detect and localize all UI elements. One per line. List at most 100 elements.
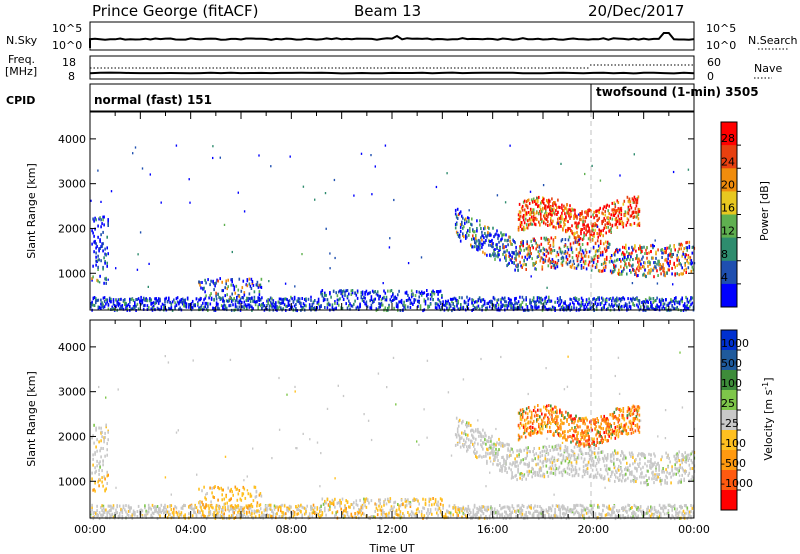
- heatmap-cell: [258, 504, 261, 507]
- heatmap-cell: [672, 253, 674, 256]
- heatmap-cell: [579, 260, 582, 263]
- heatmap-cell: [251, 281, 254, 285]
- heatmap-cell: [592, 245, 595, 249]
- heatmap-cell: [540, 217, 542, 221]
- heatmap-cell: [213, 288, 215, 292]
- heatmap-cell: [209, 294, 211, 298]
- heatmap-cell: [117, 301, 120, 305]
- heatmap-cell: [651, 512, 653, 516]
- heatmap-cell: [266, 299, 268, 303]
- heatmap-cell: [399, 513, 402, 517]
- heatmap-cell: [522, 474, 524, 478]
- heatmap-cell: [559, 223, 561, 227]
- heatmap-cell: [605, 297, 608, 301]
- heatmap-cell: [375, 292, 378, 296]
- heatmap-cell: [249, 297, 252, 301]
- heatmap-cell: [542, 261, 545, 264]
- heatmap-cell: [121, 306, 124, 310]
- heatmap-cell: [320, 292, 322, 296]
- heatmap-cell: [523, 199, 526, 203]
- heatmap-cell: [118, 515, 121, 518]
- heatmap-cell: [535, 247, 537, 251]
- heatmap-cell: [613, 263, 615, 267]
- heatmap-cell: [575, 214, 577, 218]
- heatmap-cell: [104, 261, 106, 265]
- heatmap-cell: [514, 464, 516, 468]
- heatmap-cell: [334, 301, 336, 305]
- heatmap-cell: [624, 246, 626, 250]
- heatmap-cell: [238, 512, 241, 516]
- heatmap-cell: [300, 509, 302, 513]
- heatmap-cell: [516, 478, 518, 482]
- heatmap-cell: [178, 302, 180, 306]
- heatmap-cell: [112, 300, 115, 303]
- heatmap-cell: [256, 300, 258, 304]
- heatmap-cell: [485, 508, 487, 512]
- heatmap-cell: [506, 505, 509, 509]
- heatmap-cell: [509, 449, 511, 453]
- heatmap-cell: [579, 212, 581, 216]
- heatmap-cell: [623, 199, 626, 203]
- heatmap-cell: [594, 513, 597, 517]
- heatmap-cell: [554, 300, 556, 304]
- heatmap-cell: [683, 514, 686, 518]
- heatmap-cell: [245, 299, 248, 302]
- heatmap-cell: [344, 514, 346, 518]
- heatmap-cell: [619, 248, 621, 252]
- heatmap-cell: [442, 515, 444, 519]
- heatmap-cell: [575, 254, 578, 258]
- heatmap-cell: [462, 511, 465, 515]
- heatmap-cell: [600, 307, 603, 311]
- heatmap-cell: [202, 510, 204, 514]
- heatmap-cell: [257, 306, 259, 310]
- heatmap-cell: [216, 278, 218, 282]
- heatmap-cell: [305, 299, 307, 303]
- heatmap-cell: [604, 302, 607, 306]
- heatmap-cell: [634, 207, 637, 211]
- heatmap-cell: [461, 509, 463, 513]
- heatmap-cell: [263, 513, 266, 517]
- heatmap-cell: [353, 501, 355, 505]
- heatmap-cell: [593, 303, 595, 307]
- nsky-label: N.Sky: [6, 34, 38, 47]
- heatmap-cell: [204, 278, 206, 282]
- y-tick-label: 2000: [58, 222, 86, 235]
- freq-tick-top: 18: [62, 56, 76, 69]
- heatmap-cell: [102, 303, 105, 307]
- heatmap-cell: [543, 302, 545, 306]
- heatmap-cell: [547, 238, 550, 242]
- heatmap-cell: [561, 250, 564, 254]
- heatmap-cell: [155, 506, 157, 510]
- heatmap-cell: [605, 505, 608, 509]
- heatmap-cell: [571, 207, 573, 211]
- heatmap-cell: [493, 297, 496, 301]
- heatmap-cell: [532, 511, 535, 515]
- heatmap-cell: [275, 301, 277, 305]
- heatmap-cell: [129, 506, 131, 510]
- heatmap-cell: [619, 305, 622, 309]
- heatmap-cell: [355, 306, 358, 310]
- heatmap-cell: [423, 291, 426, 295]
- heatmap-cell: [505, 253, 507, 257]
- heatmap-cell: [612, 305, 614, 309]
- heatmap-cell: [355, 502, 358, 506]
- heatmap-cell: [687, 168, 690, 171]
- heatmap-cell: [400, 515, 403, 519]
- heatmap-cell: [471, 433, 473, 437]
- heatmap-cell: [666, 246, 668, 250]
- heatmap-cell: [103, 223, 105, 227]
- heatmap-cell: [258, 514, 261, 518]
- heatmap-cell: [571, 510, 574, 514]
- heatmap-cell: [235, 284, 238, 288]
- heatmap-cell: [566, 229, 568, 233]
- heatmap-cell: [570, 214, 572, 218]
- heatmap-cell: [529, 505, 531, 509]
- heatmap-cell: [607, 245, 610, 249]
- heatmap-cell: [100, 225, 102, 229]
- heatmap-cell: [405, 499, 408, 503]
- heatmap-cell: [236, 298, 238, 302]
- heatmap-cell: [536, 306, 539, 310]
- heatmap-cell: [663, 249, 665, 253]
- heatmap-cell: [383, 503, 385, 507]
- heatmap-cell: [229, 504, 232, 508]
